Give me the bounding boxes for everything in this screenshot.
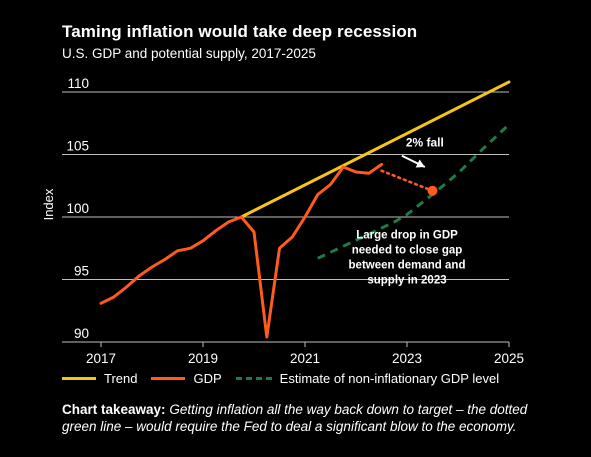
annotation-large-drop: Large drop in GDP needed to close gap betw…: [349, 229, 466, 286]
annotation-line: needed to close gap: [352, 244, 463, 256]
series-line-trend: [239, 80, 511, 219]
grid-lines: [62, 91, 509, 343]
y-tick-label: 100: [66, 201, 89, 216]
takeaway-text: Getting inflation all the way back down …: [62, 402, 528, 434]
legend: Trend GDP Estimate of non-inflationary G…: [62, 371, 513, 386]
chart-subtitle: U.S. GDP and potential supply, 2017-2025: [62, 46, 316, 61]
legend-swatch-trend: [62, 377, 96, 380]
y-axis-label: Index: [41, 188, 56, 220]
x-tick-label: 2023: [392, 351, 422, 366]
x-tick-label: 2019: [188, 351, 218, 366]
x-tick-labels: 2017 2019 2021 2023 2025: [86, 342, 524, 366]
y-tick-label: 95: [74, 264, 89, 279]
legend-swatch-gdp: [151, 377, 186, 380]
legend-label-trend: Trend: [104, 371, 138, 386]
x-tick-label: 2021: [290, 351, 320, 366]
projection-line: [380, 169, 434, 193]
y-tick-label: 110: [67, 76, 89, 91]
annotation-line: between demand and: [349, 259, 466, 271]
legend-item-gdp: GDP: [151, 371, 222, 386]
legend-label-gdp: GDP: [193, 371, 222, 386]
annotations: 2% fall Large drop in GDP needed to close …: [349, 135, 466, 286]
legend-swatch-estimate: [235, 377, 272, 380]
chart-svg: 90 95 100 105 110 2017 2019 2021 2023 2025 Index…: [41, 76, 524, 366]
y-tick-label: 105: [66, 139, 89, 154]
chart-title: Taming inflation would take deep recessi…: [62, 22, 418, 41]
legend-item-estimate: Estimate of non-inflationary GDP level: [235, 371, 500, 386]
y-tick-label: 90: [74, 326, 89, 341]
legend-label-estimate: Estimate of non-inflationary GDP level: [279, 371, 500, 386]
series-line-gdp: [99, 163, 383, 339]
x-tick-label: 2025: [494, 351, 524, 366]
x-tick-label: 2017: [86, 351, 116, 366]
annotation-line: Large drop in GDP: [356, 229, 458, 241]
takeaway-label: Chart takeaway:: [62, 402, 166, 417]
annotation-2pct-fall: 2% fall: [406, 135, 444, 149]
legend-item-trend: Trend: [62, 371, 137, 386]
y-tick-labels: 90 95 100 105 110: [66, 76, 89, 341]
series-lines: [99, 80, 511, 339]
annotation-line: supply in 2023: [367, 274, 446, 286]
annotation-arrowhead: [415, 159, 425, 168]
projection-marker: [427, 185, 438, 196]
chart-takeaway: Chart takeaway: Getting inflation all th…: [62, 401, 542, 435]
